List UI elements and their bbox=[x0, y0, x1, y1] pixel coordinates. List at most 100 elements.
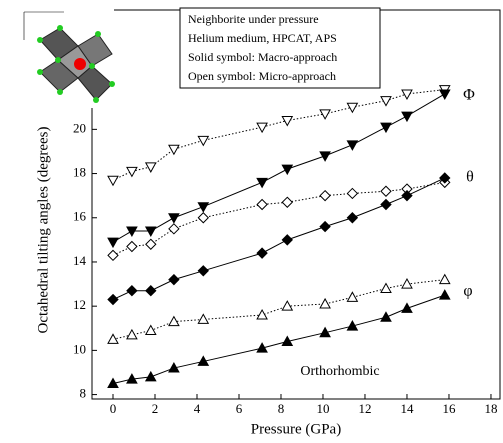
note: Solid symbol: Macro-approach bbox=[188, 50, 337, 64]
marker bbox=[319, 189, 331, 202]
marker bbox=[380, 311, 392, 322]
marker bbox=[346, 320, 359, 331]
atom bbox=[74, 58, 86, 70]
atom bbox=[95, 31, 101, 37]
annotation: θ bbox=[466, 169, 474, 186]
marker bbox=[346, 140, 359, 151]
marker bbox=[144, 370, 157, 382]
y-tick-label: 8 bbox=[80, 386, 87, 401]
series-line bbox=[112, 89, 445, 181]
x-axis-label: Pressure (GPa) bbox=[251, 421, 341, 437]
marker bbox=[380, 185, 392, 197]
marker bbox=[380, 282, 392, 293]
x-tick-label: 0 bbox=[110, 401, 117, 416]
marker bbox=[256, 247, 268, 259]
marker bbox=[107, 377, 119, 389]
marker bbox=[168, 223, 180, 235]
marker bbox=[197, 202, 210, 213]
atom bbox=[57, 25, 63, 31]
marker bbox=[126, 373, 138, 384]
marker bbox=[401, 302, 413, 313]
x-tick-label: 10 bbox=[316, 401, 329, 416]
marker bbox=[145, 284, 157, 297]
marker bbox=[256, 198, 268, 211]
y-axis-label: Octahedral tilting angles (degrees) bbox=[35, 126, 51, 333]
marker bbox=[107, 237, 119, 249]
atom bbox=[37, 69, 43, 75]
x-tick-label: 14 bbox=[400, 401, 414, 416]
marker bbox=[107, 175, 119, 187]
marker bbox=[438, 289, 451, 300]
marker bbox=[438, 89, 451, 101]
marker bbox=[126, 240, 138, 253]
x-tick-label: 4 bbox=[194, 401, 201, 416]
marker bbox=[107, 333, 119, 344]
crystal-inset bbox=[14, 8, 115, 108]
marker bbox=[346, 291, 359, 302]
marker bbox=[256, 177, 268, 189]
series-line bbox=[112, 294, 445, 385]
y-tick-label: 18 bbox=[73, 165, 86, 180]
marker bbox=[319, 220, 331, 233]
marker bbox=[319, 109, 331, 120]
y-tick-label: 16 bbox=[73, 209, 87, 224]
atom bbox=[109, 81, 115, 87]
marker bbox=[380, 198, 392, 211]
marker bbox=[281, 196, 293, 208]
marker bbox=[168, 315, 180, 327]
marker bbox=[439, 172, 451, 184]
atom bbox=[37, 37, 43, 43]
marker bbox=[346, 102, 359, 114]
marker bbox=[126, 284, 138, 297]
marker bbox=[380, 122, 392, 134]
atom bbox=[57, 89, 63, 95]
marker bbox=[107, 293, 119, 306]
y-tick-label: 10 bbox=[73, 341, 86, 356]
x-tick-label: 6 bbox=[236, 401, 243, 416]
y-tick-label: 20 bbox=[73, 120, 86, 135]
marker bbox=[401, 111, 413, 123]
marker bbox=[401, 89, 413, 101]
marker bbox=[197, 212, 209, 224]
marker bbox=[281, 164, 294, 176]
marker bbox=[126, 226, 138, 238]
marker bbox=[256, 342, 268, 353]
atom bbox=[55, 57, 61, 63]
x-tick-label: 12 bbox=[358, 401, 371, 416]
marker bbox=[256, 308, 268, 320]
note: Neighborite under pressure bbox=[188, 12, 319, 26]
y-tick-label: 12 bbox=[73, 297, 86, 312]
series-line bbox=[112, 177, 445, 300]
series-line bbox=[112, 93, 446, 243]
atom bbox=[89, 63, 95, 69]
marker bbox=[126, 166, 138, 178]
marker bbox=[168, 273, 180, 286]
marker bbox=[126, 328, 138, 340]
marker bbox=[319, 297, 331, 309]
marker bbox=[380, 96, 392, 107]
marker bbox=[145, 238, 157, 250]
x-tick-label: 8 bbox=[278, 401, 285, 416]
marker bbox=[197, 355, 210, 366]
marker bbox=[107, 249, 119, 262]
marker bbox=[401, 278, 413, 289]
marker bbox=[401, 189, 413, 202]
marker bbox=[346, 187, 359, 200]
marker bbox=[144, 324, 157, 335]
marker bbox=[281, 335, 294, 347]
marker bbox=[168, 213, 180, 224]
annotation: Orthorhombic bbox=[300, 364, 379, 379]
marker bbox=[346, 212, 359, 224]
marker bbox=[438, 273, 451, 285]
marker bbox=[197, 135, 210, 147]
x-tick-label: 2 bbox=[152, 401, 159, 416]
marker bbox=[319, 151, 331, 162]
marker bbox=[319, 326, 331, 338]
x-tick-label: 18 bbox=[484, 401, 497, 416]
atom bbox=[93, 97, 99, 103]
marker bbox=[256, 122, 268, 134]
marker bbox=[281, 300, 294, 311]
marker bbox=[197, 313, 210, 324]
x-tick-label: 16 bbox=[442, 401, 456, 416]
marker bbox=[144, 226, 157, 238]
